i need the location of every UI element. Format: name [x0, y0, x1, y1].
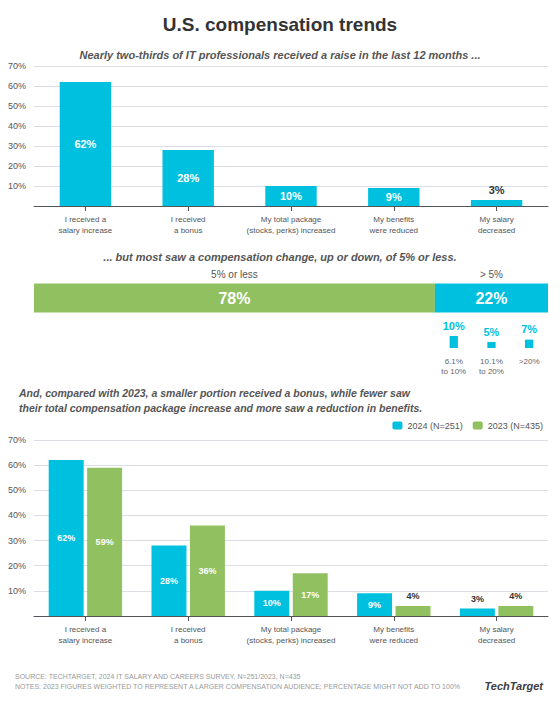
svg-text:10%: 10% — [8, 181, 26, 191]
svg-text:to 10%: to 10% — [441, 367, 466, 376]
svg-text:7%: 7% — [521, 323, 537, 335]
svg-text:3%: 3% — [471, 594, 484, 604]
svg-text:SOURCE: TECHTARGET, 2024 IT SA: SOURCE: TECHTARGET, 2024 IT SALARY AND C… — [15, 673, 301, 680]
svg-text:My salary: My salary — [479, 625, 513, 634]
svg-text:10%: 10% — [8, 586, 26, 596]
svg-text:were reduced: were reduced — [369, 636, 418, 645]
svg-text:70%: 70% — [8, 435, 26, 445]
svg-text:TechTarget: TechTarget — [485, 680, 545, 692]
svg-text:were reduced: were reduced — [369, 226, 418, 235]
svg-text:36%: 36% — [198, 566, 216, 576]
svg-text:a bonus: a bonus — [174, 226, 202, 235]
svg-text:20%: 20% — [8, 561, 26, 571]
svg-text:I received a: I received a — [65, 625, 107, 634]
svg-text:NOTES: 2023 FIGURES WEIGHTED T: NOTES: 2023 FIGURES WEIGHTED TO REPRESEN… — [15, 683, 460, 690]
svg-text:My total package: My total package — [261, 215, 322, 224]
svg-text:40%: 40% — [8, 121, 26, 131]
svg-text:9%: 9% — [386, 191, 402, 203]
svg-text:a bonus: a bonus — [174, 636, 202, 645]
svg-text:salary increase: salary increase — [58, 226, 112, 235]
svg-text:60%: 60% — [8, 81, 26, 91]
svg-text:20%: 20% — [8, 161, 26, 171]
svg-text:62%: 62% — [57, 533, 75, 543]
svg-text:3%: 3% — [489, 184, 505, 196]
svg-text:62%: 62% — [74, 138, 96, 150]
svg-text:their total compensation packa: their total compensation package increas… — [19, 402, 422, 414]
svg-text:>20%: >20% — [519, 357, 540, 366]
svg-text:decreased: decreased — [478, 226, 515, 235]
svg-text:> 5%: > 5% — [480, 269, 503, 280]
svg-text:6.1%: 6.1% — [445, 357, 463, 366]
svg-text:My total package: My total package — [261, 625, 322, 634]
svg-text:I received: I received — [171, 215, 206, 224]
svg-text:5% or less: 5% or less — [211, 269, 258, 280]
svg-text:10%: 10% — [263, 598, 281, 608]
svg-text:to 20%: to 20% — [479, 367, 504, 376]
svg-text:U.S. compensation trends: U.S. compensation trends — [163, 14, 397, 35]
svg-text:decreased: decreased — [478, 636, 515, 645]
svg-text:50%: 50% — [8, 101, 26, 111]
svg-text:My benefits: My benefits — [373, 625, 414, 634]
svg-text:30%: 30% — [8, 536, 26, 546]
svg-text:(stocks, perks) increased: (stocks, perks) increased — [247, 636, 336, 645]
svg-text:And, compared with 2023, a sma: And, compared with 2023, a smaller porti… — [18, 387, 411, 399]
svg-text:2024 (N=251): 2024 (N=251) — [407, 421, 462, 431]
svg-text:2023 (N=435): 2023 (N=435) — [488, 421, 543, 431]
svg-text:10%: 10% — [443, 320, 465, 332]
svg-text:4%: 4% — [407, 591, 420, 601]
svg-text:I received a: I received a — [65, 215, 107, 224]
svg-text:10%: 10% — [280, 190, 302, 202]
svg-text:70%: 70% — [8, 61, 26, 71]
svg-text:5%: 5% — [484, 326, 500, 338]
svg-text:60%: 60% — [8, 460, 26, 470]
svg-text:My benefits: My benefits — [373, 215, 414, 224]
svg-text:30%: 30% — [8, 141, 26, 151]
svg-text:Nearly two-thirds of IT profes: Nearly two-thirds of IT professionals re… — [79, 49, 480, 61]
svg-text:17%: 17% — [301, 590, 319, 600]
svg-text:22%: 22% — [475, 290, 507, 307]
svg-text:... but most saw a compensatio: ... but most saw a compensation change, … — [103, 251, 456, 263]
svg-text:40%: 40% — [8, 510, 26, 520]
svg-text:28%: 28% — [160, 576, 178, 586]
svg-text:I received: I received — [171, 625, 206, 634]
svg-text:10.1%: 10.1% — [480, 357, 503, 366]
svg-text:(stocks, perks) increased: (stocks, perks) increased — [247, 226, 336, 235]
svg-text:9%: 9% — [368, 600, 381, 610]
svg-text:59%: 59% — [96, 537, 114, 547]
svg-text:50%: 50% — [8, 485, 26, 495]
svg-text:salary increase: salary increase — [58, 636, 112, 645]
svg-text:28%: 28% — [177, 172, 199, 184]
svg-text:4%: 4% — [509, 591, 522, 601]
svg-text:78%: 78% — [218, 290, 250, 307]
svg-text:My salary: My salary — [479, 215, 513, 224]
